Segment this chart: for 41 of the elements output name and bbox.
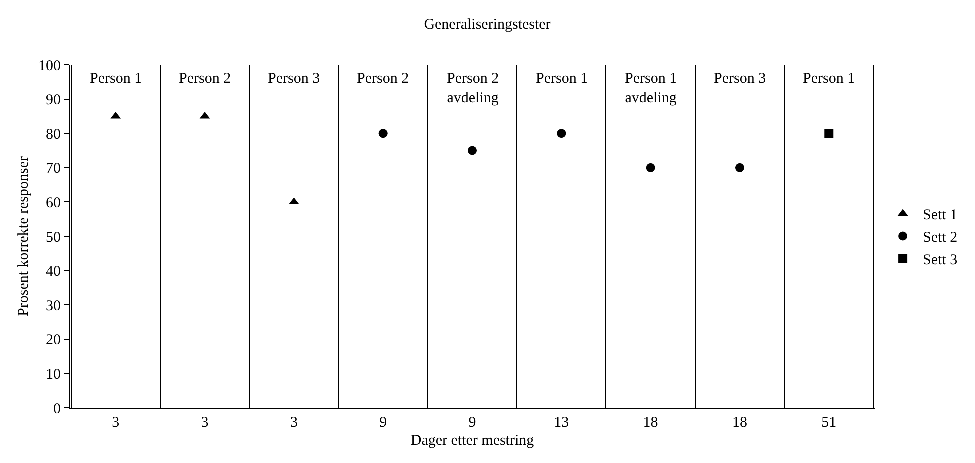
x-tick-label: 51 [822,415,837,431]
point [735,163,744,172]
point [646,163,656,172]
point [824,129,834,138]
y-tick-label: 30 [46,298,61,314]
y-tick-label: 90 [46,92,61,109]
y-axis-title: Prosent korrekte responser [16,156,32,316]
x-tick-label: 9 [468,415,476,431]
annotation: Person 2 [179,71,232,87]
annotation: Person 3 [714,71,766,87]
y-tick-label: 60 [46,195,61,212]
x-tick-label: 9 [380,415,388,431]
point [468,146,477,156]
annotation: Person 2 [357,71,410,87]
y-tick-label: 80 [46,126,61,143]
annotation: Person 1 [90,71,142,87]
x-tick-label: 3 [112,415,120,431]
legend-label: Sett 1 [923,208,958,224]
annotation: Person 1 [536,71,588,87]
annotation: Person 2 avdeling [447,71,500,106]
point [378,129,388,138]
point [557,129,566,138]
x-axis-title: Dager etter mestring [410,433,535,449]
x-tick-label: 3 [201,415,209,431]
y-tick-label: 40 [46,264,61,280]
chart-title: Generaliseringstester [424,17,551,34]
x-tick-label: 3 [290,415,298,431]
x-tick-label: 18 [643,415,658,431]
y-tick-label: 50 [46,230,61,246]
y-tick-label: 0 [54,401,61,418]
y-tick-label: 100 [38,58,61,74]
y-tick-label: 20 [46,332,61,349]
legend-label: Sett 2 [923,230,958,246]
annotation: Person 1 [803,71,856,87]
legend-label: Sett 3 [923,252,958,269]
y-tick-label: 10 [46,366,61,383]
x-tick-label: 13 [554,415,570,431]
annotation: Person 1 avdeling [625,71,678,106]
annotation: Person 3 [268,71,320,87]
y-tick-label: 70 [46,161,61,178]
x-tick-label: 18 [732,415,748,431]
